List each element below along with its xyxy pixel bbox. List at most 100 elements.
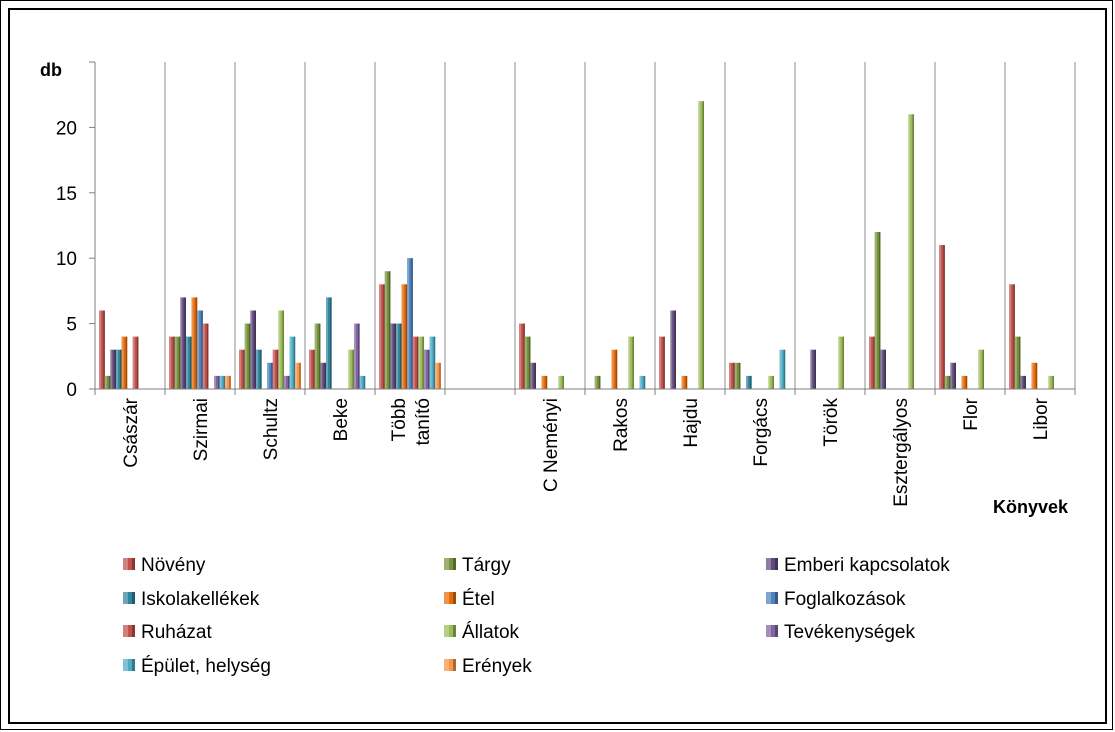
legend-swatch <box>123 659 135 671</box>
bar <box>348 349 354 389</box>
legend-item: Étel <box>444 589 495 610</box>
bar <box>180 297 186 389</box>
x-tick-label: Forgács <box>751 398 772 467</box>
bar <box>698 101 704 390</box>
bar <box>390 323 396 389</box>
legend-item: Tárgy <box>444 555 511 576</box>
axes: 0 5 10 15 20 Császár Szirmai Schultz Beke Több tan… <box>56 61 1076 507</box>
legend-label: Növény <box>141 555 206 576</box>
x-tick-label: Hajdu <box>681 398 702 448</box>
bar <box>407 258 413 389</box>
legend-label: Foglalkozások <box>784 589 906 610</box>
y-tick-label: 15 <box>56 184 77 205</box>
bar <box>320 362 326 389</box>
bar <box>379 284 385 389</box>
bar <box>768 375 774 389</box>
grid <box>94 62 1076 389</box>
legend-label: Étel <box>462 589 495 610</box>
bar <box>278 310 284 389</box>
x-tick-label: Császár <box>121 397 142 467</box>
bar <box>670 310 676 389</box>
y-tick-label: 0 <box>66 380 77 401</box>
legend-label: Erények <box>462 656 532 677</box>
legend-label: Épület, helység <box>141 656 271 677</box>
bar <box>681 375 688 389</box>
bar <box>225 375 231 389</box>
bar <box>838 336 844 389</box>
legend-item: Erények <box>444 656 532 677</box>
legend-swatch <box>444 592 456 604</box>
y-tick-label: 20 <box>56 118 77 139</box>
bar <box>132 336 139 389</box>
bar <box>628 336 634 389</box>
bar <box>530 362 536 389</box>
bar <box>384 271 391 389</box>
legend-swatch <box>444 625 456 637</box>
bar <box>202 323 209 389</box>
bar <box>558 375 564 389</box>
x-tick-label: Török <box>821 398 842 447</box>
bar <box>734 362 741 389</box>
bar <box>116 349 122 389</box>
legend-swatch <box>444 659 456 671</box>
legend-label: Ruházat <box>141 622 212 643</box>
legend-item: Tevékenységek <box>766 622 915 643</box>
bar <box>418 336 424 389</box>
legend-label: Iskolakellékek <box>141 589 260 610</box>
bar <box>121 336 128 389</box>
legend-swatch <box>766 625 778 637</box>
bar <box>186 336 192 389</box>
bar <box>1014 336 1021 389</box>
legend-swatch <box>123 558 135 570</box>
legend-item: Emberi kapcsolatok <box>766 555 950 576</box>
bar <box>219 375 226 389</box>
bar <box>1031 362 1038 389</box>
y-tick-label: 5 <box>66 315 77 336</box>
bar <box>594 375 601 389</box>
bar <box>256 349 262 389</box>
bar <box>239 349 245 389</box>
bar <box>874 232 881 389</box>
bar <box>359 375 366 389</box>
bar <box>1020 375 1026 389</box>
x-tick-label: Schultz <box>261 398 282 460</box>
legend-label: Állatok <box>462 622 520 643</box>
bar <box>810 349 816 389</box>
legend-swatch <box>123 625 135 637</box>
bar <box>659 336 665 389</box>
bar <box>424 349 430 389</box>
bar <box>729 362 735 389</box>
y-axis-title: db <box>40 60 62 80</box>
bar <box>104 375 111 389</box>
chart-frame <box>8 8 1107 724</box>
bar <box>314 323 321 389</box>
bar <box>284 375 290 389</box>
bars <box>99 101 1054 390</box>
bar <box>1048 375 1054 389</box>
legend-item: Ruházat <box>123 622 212 643</box>
bar <box>214 375 220 389</box>
x-tick-label: C Neményi <box>541 398 562 492</box>
bar <box>244 323 251 389</box>
legend: Növény Tárgy Emberi kapcsolatok Iskolakellé… <box>123 555 950 677</box>
bar <box>639 375 646 389</box>
legend-item: Iskolakellékek <box>123 589 260 610</box>
bar <box>908 114 914 389</box>
legend-label: Tevékenységek <box>784 622 915 643</box>
x-tick-label: Rakos <box>611 398 632 452</box>
bar <box>191 297 198 389</box>
legend-swatch <box>766 558 778 570</box>
bar <box>950 362 956 389</box>
bar <box>978 349 984 389</box>
legend-swatch <box>123 592 135 604</box>
bar <box>169 336 175 389</box>
legend-item: Foglalkozások <box>766 589 906 610</box>
bar <box>412 336 419 389</box>
bar <box>869 336 875 389</box>
bar <box>779 349 786 389</box>
bar <box>174 336 181 389</box>
bar <box>961 375 968 389</box>
bar <box>429 336 436 389</box>
bar <box>396 323 402 389</box>
